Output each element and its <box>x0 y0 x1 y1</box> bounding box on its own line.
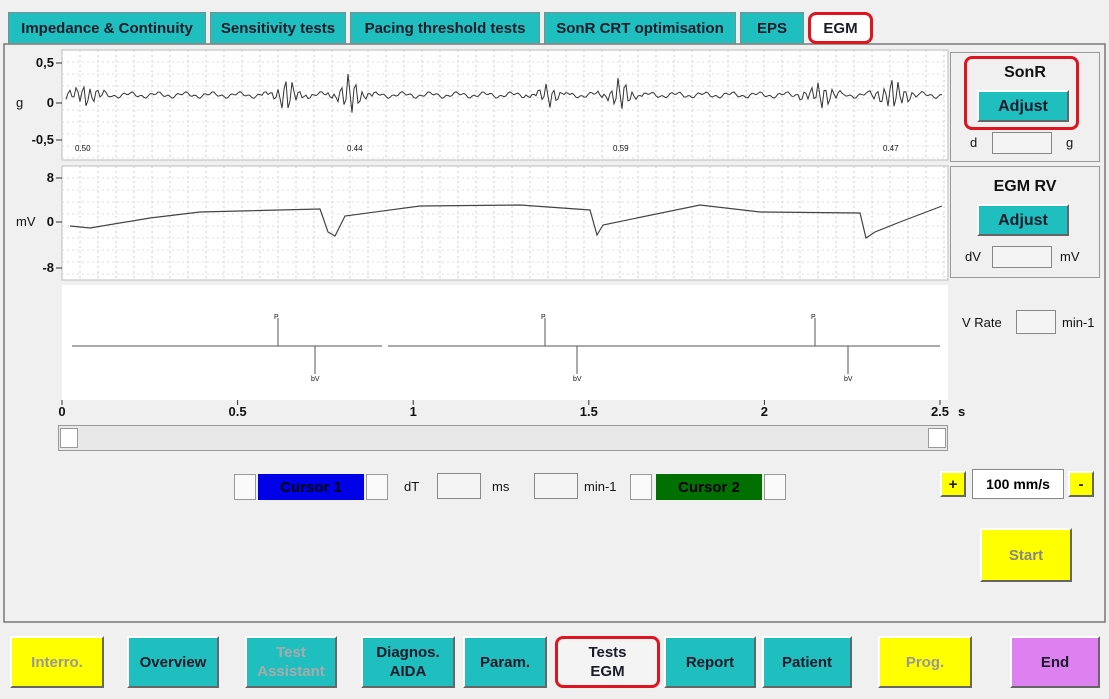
adjust-button[interactable]: Adjust <box>977 90 1069 122</box>
value-field <box>534 473 578 499</box>
panel-title: EGM RV <box>993 178 1057 195</box>
tab[interactable]: Impedance & Continuity <box>8 12 206 44</box>
panel-title: SonR <box>1004 64 1046 81</box>
button-text: Patient <box>781 653 832 671</box>
unit-label: mV <box>1060 249 1080 264</box>
y-tick-label: 8 <box>46 170 54 185</box>
button-text: Prog. <box>905 653 945 671</box>
scroll-left[interactable] <box>60 428 78 448</box>
egm-waveform <box>69 204 943 239</box>
trace-annotation: 0.47 <box>883 144 899 153</box>
unit-label: min-1 <box>584 479 617 494</box>
tab[interactable]: Sensitivity tests <box>210 12 346 44</box>
nav-button[interactable]: Patient <box>762 636 852 688</box>
tab[interactable]: Pacing threshold tests <box>350 12 540 44</box>
marker-area <box>62 285 948 400</box>
button-text: Param. <box>479 653 531 671</box>
start-button[interactable]: Start <box>980 528 1072 582</box>
value-field <box>992 246 1052 268</box>
y-tick-label: 0 <box>46 214 54 229</box>
button-text: Diagnos. <box>376 644 440 661</box>
button-text: Tests <box>588 644 627 661</box>
axis-unit: g <box>16 95 24 110</box>
unit-label: g <box>1066 135 1074 150</box>
tab[interactable]: EGM <box>808 12 873 44</box>
x-tick-label: 2.5 <box>930 404 950 419</box>
speed-plus[interactable]: + <box>940 471 966 497</box>
tab[interactable]: SonR CRT optimisation <box>544 12 736 44</box>
nav-button[interactable]: Interro. <box>10 636 104 688</box>
y-tick-label: -8 <box>42 260 54 275</box>
button-text: Assistant <box>257 663 325 680</box>
button-text: Report <box>685 653 735 671</box>
y-tick-label: 0,5 <box>35 55 54 70</box>
main-panel <box>3 43 1106 623</box>
highlight <box>964 56 1079 130</box>
axis-unit: s <box>958 404 966 419</box>
unit-label: ms <box>492 479 510 494</box>
nav-button[interactable]: Overview <box>127 636 219 688</box>
trace-annotation: 0.59 <box>613 144 629 153</box>
trace-area <box>61 165 949 281</box>
button-text: AIDA <box>389 663 427 680</box>
cursor-2[interactable]: Cursor 2 <box>656 474 762 500</box>
cursor-1[interactable]: Cursor 1 <box>258 474 364 500</box>
trace-annotation: 0.44 <box>347 144 363 153</box>
marker-label: bV <box>573 376 582 383</box>
marker-label: P <box>541 314 546 321</box>
v-rate-label: V Rate <box>962 315 1002 330</box>
speed-value: 100 mm/s <box>972 469 1064 499</box>
tab[interactable]: EPS <box>740 12 804 44</box>
marker-label: bV <box>311 376 320 383</box>
x-tick-label: 1 <box>409 404 417 419</box>
speed-minus[interactable]: - <box>1068 471 1094 497</box>
button-text: Overview <box>139 653 207 671</box>
marker-label: P <box>811 314 816 321</box>
button-text: End <box>1040 653 1070 671</box>
x-tick-label: 0.5 <box>228 404 247 419</box>
value-field <box>1016 310 1056 334</box>
axis-unit: mV <box>16 214 36 229</box>
unit-label: d <box>970 135 978 150</box>
nav-button[interactable]: End <box>1010 636 1100 688</box>
value-field <box>992 132 1052 154</box>
nav-button[interactable]: Prog. <box>878 636 972 688</box>
arrow-button[interactable] <box>366 474 388 500</box>
nav-button[interactable]: Diagnos. AIDA <box>361 636 455 688</box>
marker-label: bV <box>844 376 853 383</box>
trace-annotation: 0.50 <box>75 144 91 153</box>
x-tick-label: 1.5 <box>579 404 598 419</box>
scroll-right[interactable] <box>928 428 946 448</box>
adjust-button[interactable]: Adjust <box>977 204 1069 236</box>
unit-label: dV <box>965 249 981 264</box>
arrow-button[interactable] <box>234 474 256 500</box>
button-text: EGM <box>590 663 625 680</box>
arrow-button[interactable] <box>764 474 786 500</box>
y-tick-label: 0 <box>46 95 54 110</box>
nav-button[interactable]: Test Assistant <box>245 636 337 688</box>
x-tick-label: 2 <box>760 404 768 419</box>
x-tick-label: 0 <box>58 404 66 419</box>
arrow-button[interactable] <box>630 474 652 500</box>
nav-button[interactable]: Param. <box>463 636 547 688</box>
scrollbar[interactable] <box>58 425 948 451</box>
trace-area <box>61 49 949 161</box>
marker-label: P <box>274 314 279 321</box>
button-text: Test <box>276 644 306 661</box>
button-text: Interro. <box>31 653 83 671</box>
value-field <box>437 473 481 499</box>
y-tick-label: -0,5 <box>31 132 54 147</box>
dt-label: dT <box>404 479 420 494</box>
unit-label: min-1 <box>1062 315 1095 330</box>
nav-button[interactable]: Tests EGM <box>555 636 660 688</box>
sonr-waveform <box>65 73 943 113</box>
nav-button[interactable]: Report <box>664 636 756 688</box>
